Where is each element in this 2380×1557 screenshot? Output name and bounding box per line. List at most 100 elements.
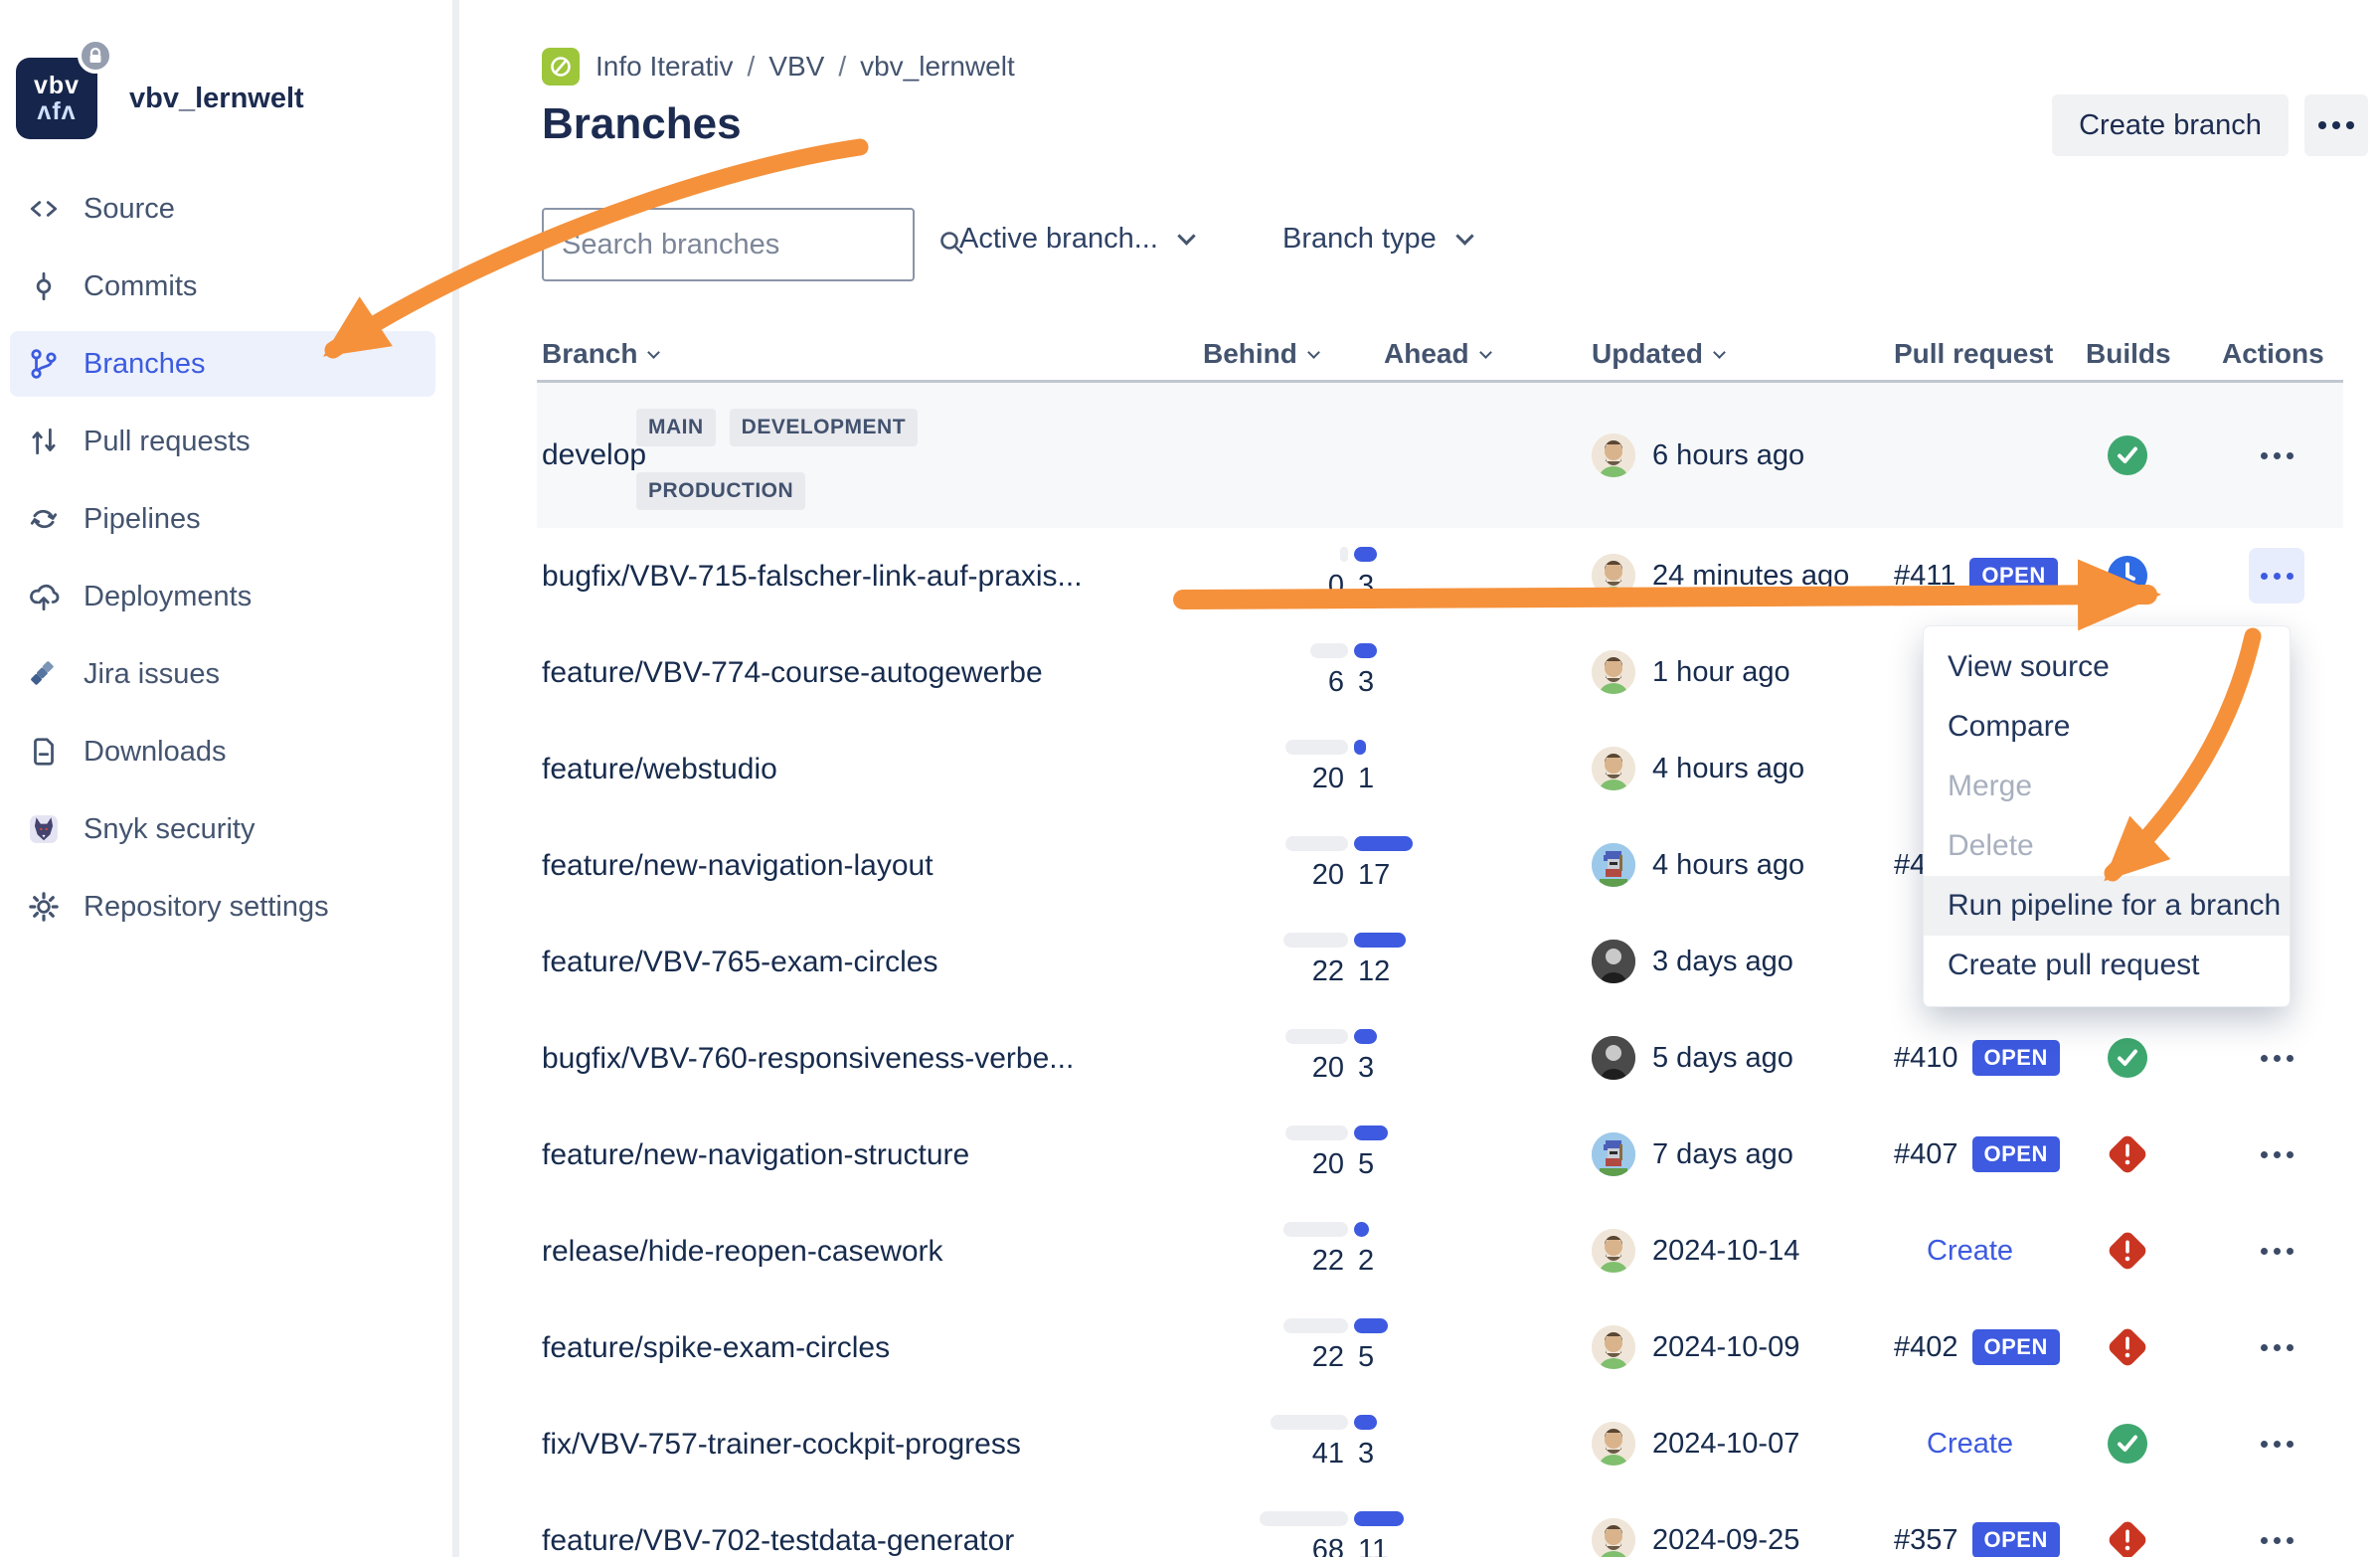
pull-request-cell[interactable]: #410 OPEN	[1894, 1036, 2060, 1080]
table-row[interactable]: feature/new-navigation-layout 20 17 4 ho…	[0, 817, 2380, 914]
branch-name[interactable]: feature/VBV-774-course-autogewerbe	[542, 655, 1043, 689]
column-header-behind[interactable]: Behind	[1203, 336, 1320, 372]
breadcrumb-repository[interactable]: vbv_lernwelt	[860, 51, 1015, 82]
row-actions-button[interactable]	[2249, 1126, 2304, 1182]
breadcrumb-workspace[interactable]: Info Iterativ	[595, 51, 734, 82]
ahead-count: 3	[1358, 666, 1375, 698]
table-row[interactable]: feature/new-navigation-structure 20 5 7 …	[0, 1107, 2380, 1203]
table-row[interactable]: feature/VBV-774-course-autogewerbe 6 3 1…	[0, 624, 2380, 721]
branch-name[interactable]: bugfix/VBV-715-falscher-link-auf-praxis.…	[542, 559, 1083, 593]
sidebar-item-branches[interactable]: Branches	[10, 331, 435, 397]
page-more-actions-button[interactable]	[2304, 94, 2368, 156]
build-status[interactable]	[2106, 1518, 2149, 1557]
avatar[interactable]	[1592, 1132, 1635, 1176]
build-status[interactable]	[2106, 433, 2149, 477]
branch-name[interactable]: feature/spike-exam-circles	[542, 1330, 891, 1364]
build-status[interactable]	[2106, 1132, 2149, 1176]
build-status[interactable]	[2106, 554, 2149, 598]
search-input[interactable]	[544, 228, 936, 261]
pull-request-cell[interactable]: #4	[1894, 843, 1926, 887]
sidebar-item-source[interactable]: Source	[10, 176, 435, 242]
sidebar-item-pipelines[interactable]: Pipelines	[10, 486, 435, 552]
table-row[interactable]: feature/spike-exam-circles 22 5 2024-10-…	[0, 1299, 2380, 1396]
avatar[interactable]	[1592, 843, 1635, 887]
sidebar-item-deployments[interactable]: Deployments	[10, 564, 435, 629]
build-success-icon[interactable]	[2106, 1422, 2149, 1466]
branch-name[interactable]: feature/webstudio	[542, 752, 777, 785]
build-status[interactable]	[2106, 1325, 2149, 1369]
row-actions-button[interactable]	[2249, 1416, 2304, 1471]
build-inprogress-icon[interactable]	[2106, 554, 2149, 598]
pull-request-cell[interactable]: #402 OPEN	[1894, 1325, 2060, 1369]
table-row[interactable]: bugfix/VBV-760-responsiveness-verbe... 2…	[0, 1010, 2380, 1107]
build-failed-icon[interactable]	[2106, 1325, 2149, 1369]
row-actions-button[interactable]	[2249, 1319, 2304, 1375]
branch-name[interactable]: release/hide-reopen-casework	[542, 1234, 943, 1268]
build-failed-icon[interactable]	[2106, 1229, 2149, 1273]
menu-item-delete: Delete	[1948, 829, 2034, 862]
breadcrumb-project[interactable]: VBV	[768, 51, 825, 82]
create-pull-request-link[interactable]: Create	[1927, 1427, 2014, 1460]
repository-avatar[interactable]: vbv ʌfʌ	[16, 58, 97, 139]
build-success-icon[interactable]	[2106, 1036, 2149, 1080]
column-header-updated[interactable]: Updated	[1592, 336, 1726, 372]
menu-item-create-pull-request[interactable]: Create pull request	[1948, 949, 2200, 981]
build-status[interactable]	[2106, 1229, 2149, 1273]
active-branches-filter[interactable]: Active branch...	[959, 223, 1196, 256]
pull-request-cell[interactable]: #407 OPEN	[1894, 1132, 2060, 1176]
table-row[interactable]: fix/VBV-757-trainer-cockpit-progress 41 …	[0, 1396, 2380, 1492]
avatar[interactable]	[1592, 1229, 1635, 1273]
branch-name[interactable]: fix/VBV-757-trainer-cockpit-progress	[542, 1427, 1021, 1461]
table-row-develop[interactable]: develop MAIN DEVELOPMENT PRODUCTION 6 ho…	[537, 383, 2343, 528]
table-row[interactable]: feature/VBV-765-exam-circles 22 12 3 day…	[0, 914, 2380, 1010]
column-header-branch[interactable]: Branch	[542, 336, 661, 372]
avatar[interactable]	[1592, 1518, 1635, 1557]
avatar[interactable]	[1592, 747, 1635, 790]
branch-name[interactable]: feature/new-navigation-structure	[542, 1137, 970, 1171]
pull-request-cell[interactable]: #411 OPEN	[1894, 554, 2058, 598]
avatar[interactable]	[1592, 1422, 1635, 1466]
build-status[interactable]	[2106, 1422, 2149, 1466]
branch-name[interactable]: bugfix/VBV-760-responsiveness-verbe...	[542, 1041, 1075, 1075]
row-actions-button[interactable]	[2249, 428, 2304, 483]
avatar[interactable]	[1592, 1325, 1635, 1369]
sidebar-item-snyk-security[interactable]: Snyk security	[10, 796, 435, 862]
branch-type-filter[interactable]: Branch type	[1282, 223, 1474, 256]
avatar[interactable]	[1592, 940, 1635, 983]
branch-name[interactable]: develop	[542, 438, 647, 471]
table-row[interactable]: release/hide-reopen-casework 22 2 2024-1…	[0, 1203, 2380, 1299]
build-status[interactable]	[2106, 1036, 2149, 1080]
row-actions-button[interactable]	[2249, 1512, 2304, 1557]
menu-item-view-source[interactable]: View source	[1948, 650, 2110, 683]
avatar[interactable]	[1592, 1036, 1635, 1080]
avatar[interactable]	[1592, 554, 1635, 598]
sidebar-item-commits[interactable]: Commits	[10, 254, 435, 319]
branch-name[interactable]: feature/new-navigation-layout	[542, 848, 934, 882]
updated-time: 24 minutes ago	[1652, 559, 1850, 592]
sidebar-item-repository-settings[interactable]: Repository settings	[10, 874, 435, 940]
build-success-icon[interactable]	[2106, 433, 2149, 477]
build-failed-icon[interactable]	[2106, 1132, 2149, 1176]
avatar[interactable]	[1592, 433, 1635, 477]
chevron-down-icon	[1177, 227, 1196, 246]
branch-name[interactable]: feature/VBV-702-testdata-generator	[542, 1523, 1015, 1557]
table-row[interactable]: bugfix/VBV-715-falscher-link-auf-praxis.…	[0, 528, 2380, 624]
avatar[interactable]	[1592, 650, 1635, 694]
row-actions-button[interactable]	[2249, 1030, 2304, 1086]
branch-name[interactable]: feature/VBV-765-exam-circles	[542, 945, 938, 978]
build-failed-icon[interactable]	[2106, 1518, 2149, 1557]
table-row[interactable]: feature/webstudio 20 1 4 hours ago	[0, 721, 2380, 817]
table-row[interactable]: feature/VBV-702-testdata-generator 68 11…	[0, 1492, 2380, 1557]
sidebar-item-downloads[interactable]: Downloads	[10, 719, 435, 784]
create-pull-request-link[interactable]: Create	[1927, 1234, 2014, 1267]
create-branch-button[interactable]: Create branch	[2052, 94, 2289, 156]
sidebar-item-pull-requests[interactable]: Pull requests	[10, 409, 435, 474]
menu-item-run-pipeline-for-a-branch[interactable]: Run pipeline for a branch	[1924, 876, 2290, 936]
row-actions-button[interactable]	[2249, 1223, 2304, 1279]
branch-labels: PRODUCTION	[636, 472, 806, 510]
pull-request-cell[interactable]: #357 OPEN	[1894, 1518, 2060, 1557]
row-actions-button[interactable]	[2249, 548, 2304, 604]
menu-item-compare[interactable]: Compare	[1948, 710, 2071, 743]
column-header-ahead[interactable]: Ahead	[1384, 336, 1492, 372]
sidebar-item-jira-issues[interactable]: Jira issues	[10, 641, 435, 707]
